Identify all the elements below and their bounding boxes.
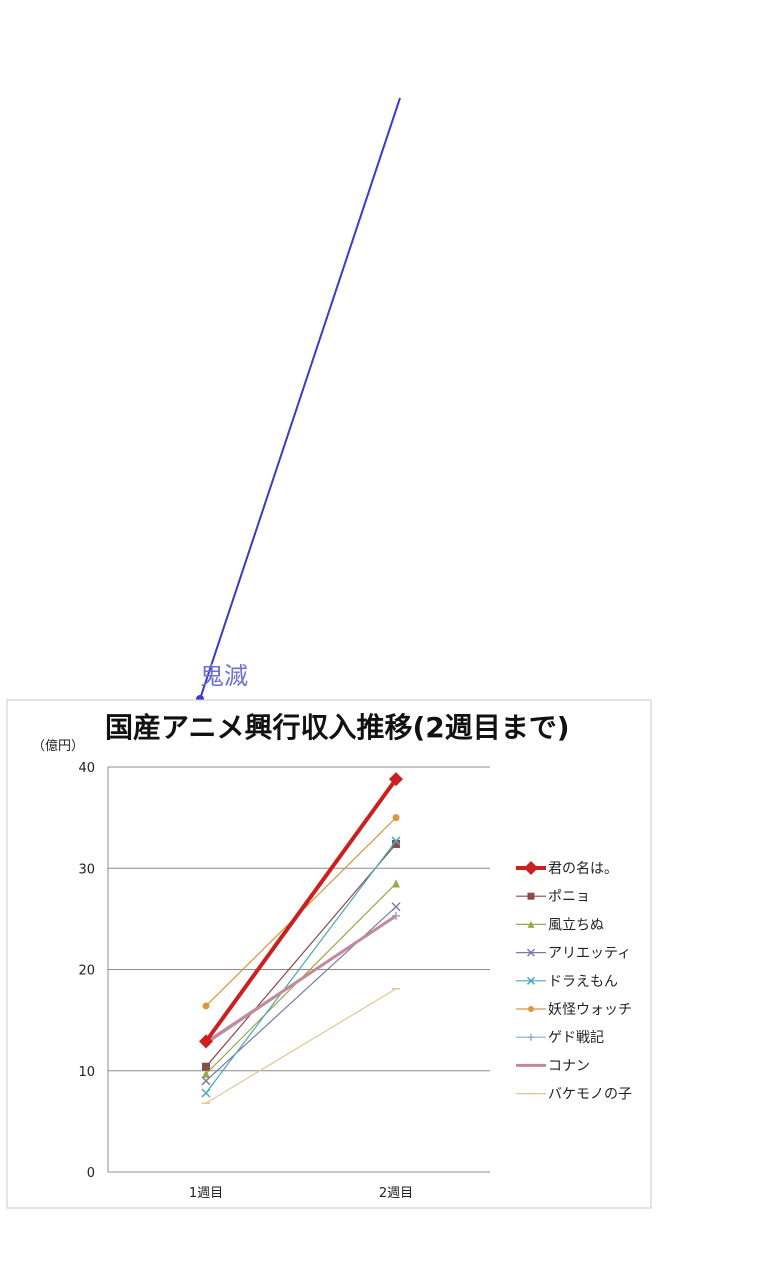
y-unit-label: （億円） <box>32 738 84 754</box>
legend-label: バケモノの子 <box>548 1087 632 1103</box>
legend-label: 君の名は。 <box>548 861 618 877</box>
x-tick-label: 2週目 <box>379 1186 413 1201</box>
series-2 <box>202 839 400 1071</box>
axes <box>107 767 490 1173</box>
data-point <box>526 948 536 957</box>
data-point <box>392 814 400 822</box>
series-5 <box>201 836 401 1098</box>
legend-item: コナン <box>516 1058 590 1074</box>
legend-label: ドラえもん <box>548 974 618 990</box>
series-line <box>205 840 397 1094</box>
data-point <box>526 976 536 985</box>
legend-item: ゲド戦記 <box>516 1029 604 1046</box>
data-point <box>392 839 400 848</box>
legend-label: コナン <box>548 1058 590 1074</box>
data-point <box>202 1062 210 1071</box>
series-9 <box>202 987 400 1104</box>
legend-item: 風立ちぬ <box>516 917 604 933</box>
data-point <box>524 861 538 875</box>
legend-label: ポニョ <box>548 889 590 905</box>
data-point <box>389 772 403 787</box>
y-tick-label: 20 <box>78 964 95 979</box>
data-point <box>391 902 401 912</box>
legend-item: 君の名は。 <box>516 861 618 877</box>
data-point <box>201 1088 211 1098</box>
y-tick-label: 0 <box>87 1166 95 1181</box>
data-point <box>527 892 535 900</box>
chart-frame <box>6 699 652 1209</box>
data-point <box>199 1034 213 1049</box>
data-point <box>392 879 400 888</box>
series-1 <box>199 772 403 1049</box>
y-tick-label: 30 <box>78 862 95 877</box>
legend-item: 妖怪ウォッチ <box>516 1002 632 1018</box>
series-8 <box>205 914 397 1044</box>
data-point <box>528 1006 534 1012</box>
data-point <box>391 836 401 846</box>
legend-item: アリエッティ <box>516 946 631 962</box>
series-layer <box>199 772 403 1104</box>
legend-item: バケモノの子 <box>516 1087 632 1103</box>
x-tick-label: 1週目 <box>189 1186 223 1201</box>
series-line <box>205 988 397 1104</box>
gridlines <box>108 766 490 1072</box>
legend-item: ドラえもん <box>516 974 618 990</box>
legend: 君の名は。ポニョ風立ちぬアリエッティドラえもん妖怪ウォッチゲド戦記コナンバケモノ… <box>516 861 632 1103</box>
data-point <box>202 1002 210 1010</box>
annotation-label: 鬼滅 <box>200 662 248 690</box>
legend-label: 風立ちぬ <box>548 917 604 933</box>
data-point <box>202 1069 210 1078</box>
legend-label: 妖怪ウォッチ <box>548 1002 632 1018</box>
chart-title: 国産アニメ興行収入推移(2週目まで) <box>105 711 570 744</box>
y-tick-labels: 0 10 20 30 40 <box>78 761 95 1181</box>
legend-label: アリエッティ <box>548 946 631 962</box>
data-point <box>527 920 535 928</box>
data-point <box>201 1076 211 1086</box>
series-line <box>205 914 397 1044</box>
data-point <box>527 1033 535 1041</box>
y-tick-label: 40 <box>78 761 95 776</box>
legend-label: ゲド戦記 <box>548 1029 604 1046</box>
series-line <box>205 843 397 1068</box>
series-line <box>204 777 398 1043</box>
x-tick-labels: 1週目 2週目 <box>189 1186 413 1201</box>
y-tick-label: 10 <box>78 1065 95 1080</box>
legend-item: ポニョ <box>516 889 590 905</box>
annotation-line <box>199 97 401 700</box>
